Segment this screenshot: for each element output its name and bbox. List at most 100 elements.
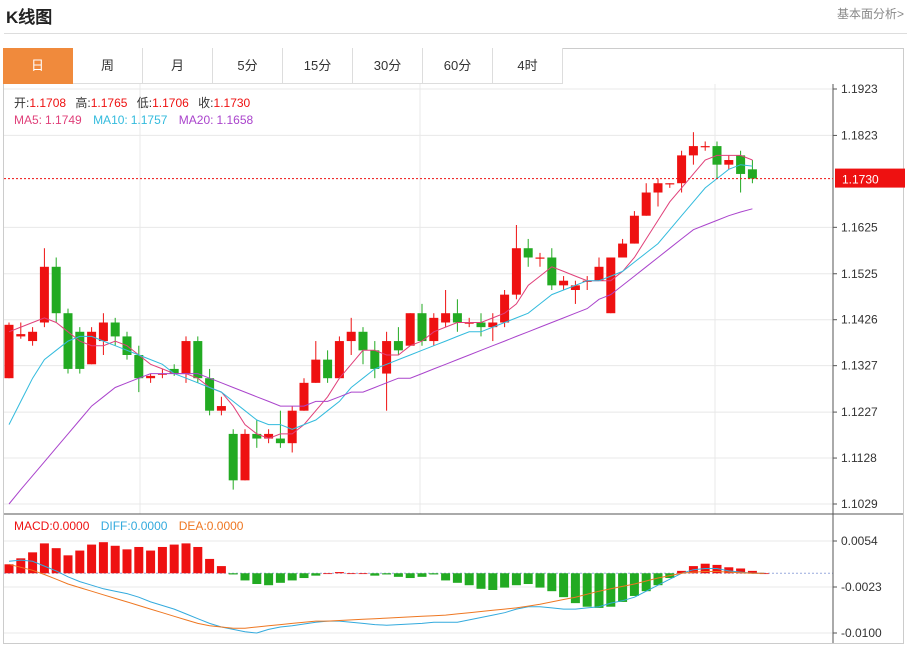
macd-bar bbox=[299, 573, 309, 579]
macd-bar bbox=[63, 555, 73, 574]
diff-label: DIFF: bbox=[101, 519, 131, 533]
candle-body bbox=[216, 406, 226, 411]
candle-body bbox=[98, 322, 108, 342]
price-tick-label: 1.1128 bbox=[841, 451, 877, 465]
macd-bar bbox=[39, 543, 49, 574]
candle-body bbox=[146, 375, 156, 379]
ma10-value: 1.1757 bbox=[131, 113, 168, 127]
candle-body bbox=[358, 331, 368, 351]
macd-label: MACD: bbox=[14, 519, 53, 533]
candle-body bbox=[299, 382, 309, 411]
candlesticks bbox=[4, 132, 757, 490]
candle-body bbox=[228, 433, 238, 481]
macd-bar bbox=[346, 573, 356, 575]
macd-bar bbox=[16, 558, 26, 574]
tab-60min[interactable]: 60分 bbox=[423, 48, 493, 84]
fundamental-analysis-link[interactable]: 基本面分析> bbox=[836, 7, 904, 21]
macd-bar bbox=[252, 573, 262, 585]
candle-body bbox=[535, 257, 545, 259]
macd-bar bbox=[193, 546, 203, 574]
macd-tick-label: -0.0023 bbox=[841, 580, 882, 594]
candle-body bbox=[417, 313, 427, 342]
macd-bar bbox=[582, 573, 592, 607]
macd-bar bbox=[205, 558, 215, 574]
tab-15min[interactable]: 15分 bbox=[283, 48, 353, 84]
macd-bar bbox=[87, 544, 97, 574]
candle-body bbox=[500, 294, 510, 323]
macd-tick-label: 0.0054 bbox=[841, 534, 878, 548]
candle-body bbox=[688, 146, 698, 156]
candle-body bbox=[28, 331, 38, 342]
macd-bar bbox=[500, 573, 510, 588]
macd-bar bbox=[358, 573, 368, 575]
tab-30min[interactable]: 30分 bbox=[353, 48, 423, 84]
candle-body bbox=[205, 378, 215, 411]
ma20-value: 1.1658 bbox=[216, 113, 253, 127]
tab-day[interactable]: 日 bbox=[3, 48, 73, 84]
candle-body bbox=[4, 324, 14, 379]
ma5-line bbox=[8, 154, 753, 440]
macd-bar bbox=[28, 552, 38, 574]
ma5-label: MA5: bbox=[14, 113, 42, 127]
macd-tick-label: -0.0100 bbox=[841, 626, 882, 640]
candle-body bbox=[193, 341, 203, 379]
high-label: 高: bbox=[75, 95, 90, 110]
candle-body bbox=[452, 313, 462, 323]
macd-bar bbox=[606, 573, 616, 607]
macd-bar bbox=[382, 573, 392, 575]
macd-legend: MACD:0.0000 DIFF:0.0000 DEA:0.0000 bbox=[14, 519, 244, 533]
macd-bar bbox=[134, 546, 144, 574]
macd-bar bbox=[98, 542, 108, 574]
dea-label: DEA: bbox=[179, 519, 207, 533]
macd-bar bbox=[712, 564, 722, 574]
macd-bar bbox=[228, 573, 238, 575]
close-value: 1.1730 bbox=[214, 96, 251, 110]
tab-week[interactable]: 周 bbox=[73, 48, 143, 84]
macd-bar bbox=[264, 573, 274, 586]
macd-bar bbox=[157, 546, 167, 574]
macd-bar bbox=[653, 573, 663, 586]
price-tick-label: 1.1823 bbox=[841, 128, 878, 142]
candle-body bbox=[275, 438, 285, 444]
candle-body bbox=[547, 257, 557, 286]
candle-body bbox=[488, 322, 498, 328]
title-divider bbox=[4, 33, 907, 34]
macd-value: 0.0000 bbox=[53, 519, 90, 533]
candle-body bbox=[559, 280, 569, 286]
price-tick-label: 1.1227 bbox=[841, 405, 878, 419]
candle-body bbox=[464, 322, 474, 324]
candle-body bbox=[264, 433, 274, 439]
tab-4hour[interactable]: 4时 bbox=[493, 48, 563, 84]
macd-bar bbox=[417, 573, 427, 577]
macd-bar bbox=[441, 573, 451, 581]
macd-bar bbox=[618, 573, 628, 602]
ma20-line bbox=[8, 208, 753, 505]
candle-body bbox=[39, 266, 49, 323]
ohlc-legend: 开:1.1708 高:1.1765 低:1.1706 收:1.1730 bbox=[14, 95, 251, 110]
candle-body bbox=[346, 331, 356, 342]
macd-bar bbox=[452, 573, 462, 583]
tab-5min[interactable]: 5分 bbox=[213, 48, 283, 84]
macd-bar bbox=[4, 564, 14, 574]
macd-bar bbox=[216, 566, 226, 574]
price-tick-label: 1.1625 bbox=[841, 220, 878, 234]
ma-legend: MA5: 1.1749 MA10: 1.1757 MA20: 1.1658 bbox=[14, 113, 254, 127]
price-tick-label: 1.1923 bbox=[841, 82, 878, 96]
tab-month[interactable]: 月 bbox=[143, 48, 213, 84]
low-value: 1.1706 bbox=[152, 96, 189, 110]
close-label: 收: bbox=[198, 96, 213, 110]
macd-bar bbox=[594, 573, 604, 608]
candle-body bbox=[594, 266, 604, 281]
macd-bar bbox=[677, 570, 687, 574]
ma10-line bbox=[8, 164, 753, 430]
candle-body bbox=[334, 341, 344, 379]
high-value: 1.1765 bbox=[91, 96, 128, 110]
candle-body bbox=[724, 160, 734, 165]
macd-bar bbox=[122, 549, 132, 574]
ma20-label: MA20: bbox=[179, 113, 214, 127]
macd-bar bbox=[547, 573, 557, 592]
candle-body bbox=[382, 341, 392, 374]
macd-bar bbox=[511, 573, 521, 586]
macd-bar bbox=[323, 573, 333, 575]
